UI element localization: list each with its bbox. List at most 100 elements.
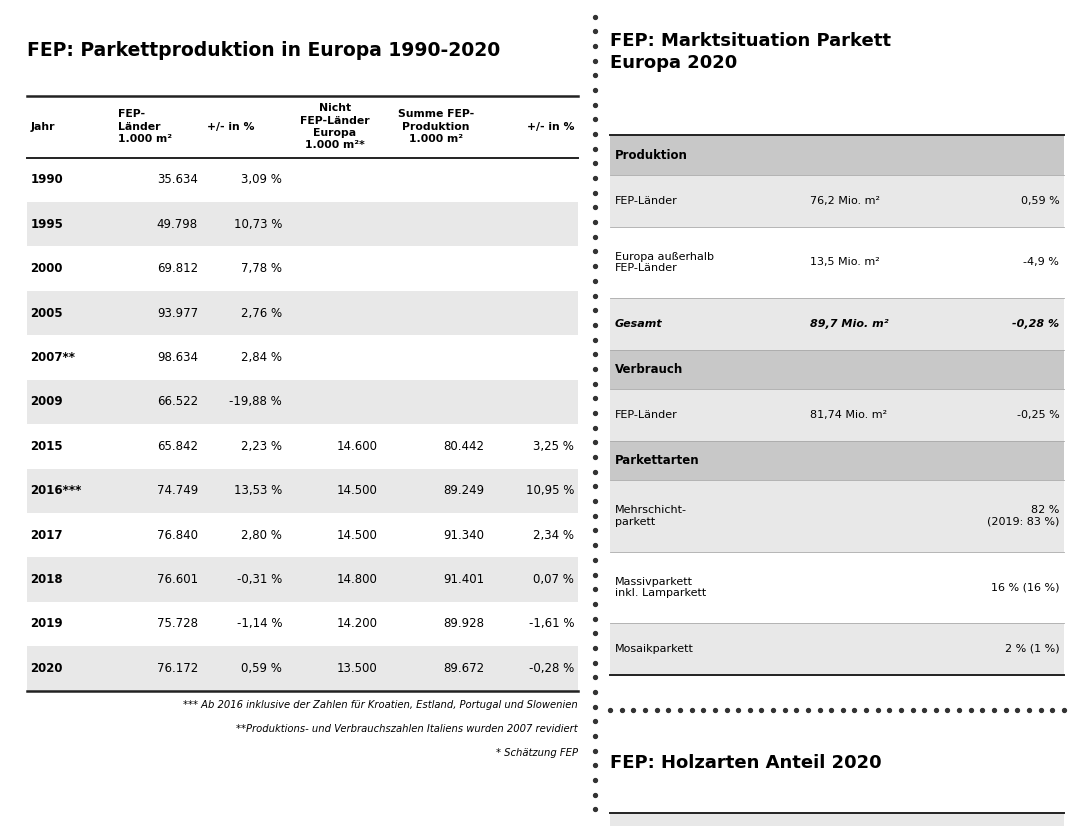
Bar bbox=[27, 96, 578, 158]
Text: 2005: 2005 bbox=[30, 306, 64, 320]
Bar bbox=[610, 552, 1064, 623]
Text: 2020: 2020 bbox=[30, 662, 63, 675]
Bar bbox=[610, 814, 1064, 826]
Text: 98.634: 98.634 bbox=[157, 351, 198, 364]
Text: 0,07 %: 0,07 % bbox=[534, 573, 575, 586]
Text: 66.522: 66.522 bbox=[157, 396, 198, 408]
Text: 93.977: 93.977 bbox=[157, 306, 198, 320]
Text: 2,80 %: 2,80 % bbox=[241, 529, 282, 542]
Text: +/- in %: +/- in % bbox=[207, 121, 255, 131]
Bar bbox=[27, 246, 578, 291]
Text: 80.442: 80.442 bbox=[444, 439, 484, 453]
Bar bbox=[27, 335, 578, 380]
Text: Mehrschicht-
parkett: Mehrschicht- parkett bbox=[615, 506, 687, 527]
Text: 2019: 2019 bbox=[30, 617, 64, 630]
Text: 3,25 %: 3,25 % bbox=[534, 439, 575, 453]
Text: -1,14 %: -1,14 % bbox=[237, 617, 282, 630]
Text: 69.812: 69.812 bbox=[157, 262, 198, 275]
Text: 76.172: 76.172 bbox=[157, 662, 198, 675]
Bar bbox=[27, 646, 578, 691]
Text: 75.728: 75.728 bbox=[157, 617, 198, 630]
Text: 16 % (16 %): 16 % (16 %) bbox=[990, 582, 1059, 592]
Text: **Produktions- und Verbrauchszahlen Italiens wurden 2007 revidiert: **Produktions- und Verbrauchszahlen Ital… bbox=[235, 724, 578, 733]
Text: Nicht
FEP-Länder
Europa
1.000 m²*: Nicht FEP-Länder Europa 1.000 m²* bbox=[300, 103, 369, 150]
Text: 14.500: 14.500 bbox=[337, 529, 378, 542]
Bar bbox=[610, 175, 1064, 226]
Text: FEP-Länder: FEP-Länder bbox=[615, 196, 677, 206]
Text: FEP: Holzarten Anteil 2020: FEP: Holzarten Anteil 2020 bbox=[610, 754, 882, 772]
Text: 81,74 Mio. m²: 81,74 Mio. m² bbox=[810, 410, 887, 420]
Text: 2000: 2000 bbox=[30, 262, 63, 275]
Bar bbox=[27, 158, 578, 202]
Text: 65.842: 65.842 bbox=[157, 439, 198, 453]
Text: 49.798: 49.798 bbox=[157, 218, 198, 230]
Text: 2015: 2015 bbox=[30, 439, 64, 453]
Text: 89.249: 89.249 bbox=[443, 484, 484, 497]
Text: -0,28 %: -0,28 % bbox=[529, 662, 575, 675]
Text: 2,84 %: 2,84 % bbox=[241, 351, 282, 364]
Bar bbox=[27, 468, 578, 513]
Text: 2017: 2017 bbox=[30, 529, 63, 542]
Bar bbox=[27, 513, 578, 558]
Text: 2016***: 2016*** bbox=[30, 484, 82, 497]
Text: 89.672: 89.672 bbox=[443, 662, 484, 675]
Bar bbox=[610, 298, 1064, 349]
Bar bbox=[27, 424, 578, 468]
Bar bbox=[610, 441, 1064, 481]
Text: * Schätzung FEP: * Schätzung FEP bbox=[496, 748, 578, 757]
Text: FEP-Länder: FEP-Länder bbox=[615, 410, 677, 420]
Text: 91.401: 91.401 bbox=[443, 573, 484, 586]
Text: 89.928: 89.928 bbox=[444, 617, 484, 630]
Bar bbox=[610, 481, 1064, 552]
Text: FEP: Parkettproduktion in Europa 1990-2020: FEP: Parkettproduktion in Europa 1990-20… bbox=[27, 41, 500, 60]
Text: FEP: Marktsituation Parkett
Europa 2020: FEP: Marktsituation Parkett Europa 2020 bbox=[610, 32, 891, 72]
Text: Parkettarten: Parkettarten bbox=[615, 454, 700, 467]
Bar bbox=[610, 226, 1064, 298]
Text: Gesamt: Gesamt bbox=[615, 319, 662, 329]
Bar bbox=[27, 291, 578, 335]
Text: 14.800: 14.800 bbox=[337, 573, 378, 586]
Bar bbox=[27, 558, 578, 601]
Text: 82 %
(2019: 83 %): 82 % (2019: 83 %) bbox=[987, 506, 1059, 527]
Text: -0,25 %: -0,25 % bbox=[1016, 410, 1059, 420]
Bar bbox=[27, 380, 578, 424]
Text: -0,31 %: -0,31 % bbox=[237, 573, 282, 586]
Text: 13,53 %: 13,53 % bbox=[234, 484, 282, 497]
Bar bbox=[610, 135, 1064, 175]
Text: Jahr: Jahr bbox=[30, 121, 55, 131]
Text: +/- in %: +/- in % bbox=[527, 121, 575, 131]
Text: 13.500: 13.500 bbox=[337, 662, 378, 675]
Text: Verbrauch: Verbrauch bbox=[615, 363, 683, 376]
Text: 76.601: 76.601 bbox=[157, 573, 198, 586]
Bar bbox=[27, 202, 578, 246]
Text: Europa außerhalb
FEP-Länder: Europa außerhalb FEP-Länder bbox=[615, 252, 714, 273]
Text: 76,2 Mio. m²: 76,2 Mio. m² bbox=[810, 196, 880, 206]
Text: 2007**: 2007** bbox=[30, 351, 76, 364]
Bar bbox=[610, 349, 1064, 389]
Text: 14.600: 14.600 bbox=[337, 439, 378, 453]
Bar bbox=[610, 389, 1064, 441]
Text: -0,28 %: -0,28 % bbox=[1012, 319, 1059, 329]
Text: Produktion: Produktion bbox=[615, 149, 688, 162]
Text: 2,34 %: 2,34 % bbox=[534, 529, 575, 542]
Text: *** Ab 2016 inklusive der Zahlen für Kroatien, Estland, Portugal und Slowenien: *** Ab 2016 inklusive der Zahlen für Kro… bbox=[183, 700, 578, 710]
Text: 10,95 %: 10,95 % bbox=[526, 484, 575, 497]
Text: Summe FEP-
Produktion
1.000 m²: Summe FEP- Produktion 1.000 m² bbox=[397, 109, 474, 145]
Bar bbox=[610, 623, 1064, 675]
Text: 2 % (1 %): 2 % (1 %) bbox=[1004, 644, 1059, 654]
Text: 0,59 %: 0,59 % bbox=[241, 662, 282, 675]
Text: 35.634: 35.634 bbox=[157, 173, 198, 187]
Text: -4,9 %: -4,9 % bbox=[1024, 258, 1059, 268]
Text: 3,09 %: 3,09 % bbox=[241, 173, 282, 187]
Bar bbox=[27, 601, 578, 646]
Text: 2,23 %: 2,23 % bbox=[241, 439, 282, 453]
Text: -19,88 %: -19,88 % bbox=[229, 396, 282, 408]
Text: 7,78 %: 7,78 % bbox=[241, 262, 282, 275]
Text: FEP-
Länder
1.000 m²: FEP- Länder 1.000 m² bbox=[118, 109, 172, 145]
Text: -1,61 %: -1,61 % bbox=[529, 617, 575, 630]
Text: 0,59 %: 0,59 % bbox=[1021, 196, 1059, 206]
Text: 1995: 1995 bbox=[30, 218, 64, 230]
Text: 76.840: 76.840 bbox=[157, 529, 198, 542]
Text: 10,73 %: 10,73 % bbox=[233, 218, 282, 230]
Text: 2,76 %: 2,76 % bbox=[241, 306, 282, 320]
